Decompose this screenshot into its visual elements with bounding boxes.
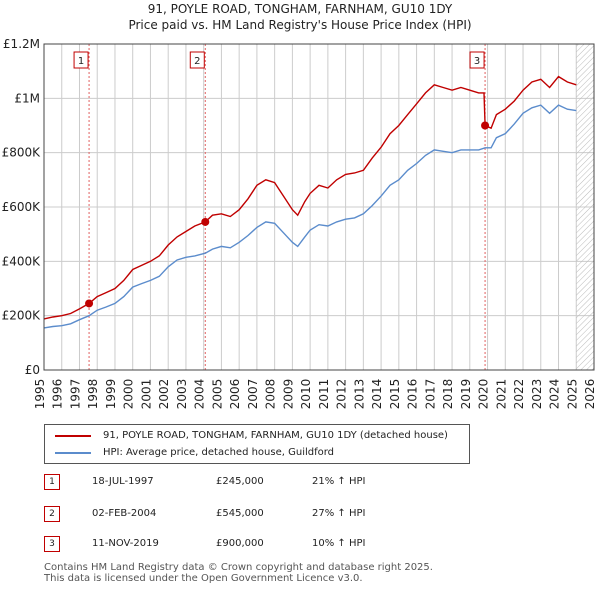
x-tick-label: 2015 bbox=[388, 379, 402, 410]
sale-hpi: 27% ↑ HPI bbox=[312, 508, 366, 519]
sale-date: 02-FEB-2004 bbox=[92, 508, 157, 519]
sale-date: 11-NOV-2019 bbox=[92, 538, 159, 549]
x-tick-label: 2017 bbox=[423, 379, 437, 410]
x-tick-label: 2001 bbox=[139, 379, 153, 410]
legend-item-property: 91, POYLE ROAD, TONGHAM, FARNHAM, GU10 1… bbox=[55, 430, 448, 441]
y-tick-label: £400K bbox=[2, 254, 42, 268]
table-row: 2 02-FEB-2004 £545,000 27% ↑ HPI bbox=[44, 506, 564, 524]
x-tick-label: 2021 bbox=[494, 379, 508, 410]
x-tick-label: 2016 bbox=[406, 379, 420, 410]
sale-label-text: 3 bbox=[474, 56, 480, 67]
chart-subtitle: Price paid vs. HM Land Registry's House … bbox=[128, 18, 472, 32]
x-tick-label: 2011 bbox=[317, 379, 331, 410]
x-tick-label: 1995 bbox=[33, 379, 47, 410]
sale-price: £245,000 bbox=[216, 476, 264, 487]
sale-badge: 1 bbox=[44, 474, 60, 490]
x-axis-ticks: 1995 1996 1997 1998 1999 2000 2001 2002 2003 2004… bbox=[33, 379, 597, 410]
sale-badge: 2 bbox=[44, 506, 60, 522]
x-tick-label: 2024 bbox=[548, 379, 562, 410]
x-tick-label: 2019 bbox=[459, 379, 473, 410]
sale-price: £545,000 bbox=[216, 508, 264, 519]
sale-hpi: 21% ↑ HPI bbox=[312, 476, 366, 487]
sale-label-box bbox=[469, 51, 485, 69]
future-hatch-area bbox=[576, 44, 594, 370]
x-tick-label: 2002 bbox=[157, 379, 171, 410]
y-tick-label: £0 bbox=[25, 363, 40, 377]
footer-line-1: Contains HM Land Registry data © Crown c… bbox=[44, 562, 433, 573]
footer-line-2: This data is licensed under the Open Gov… bbox=[44, 573, 363, 584]
hpi-line bbox=[43, 104, 577, 329]
legend-swatch-property bbox=[55, 434, 91, 437]
x-tick-label: 2013 bbox=[352, 379, 366, 410]
x-tick-label: 2003 bbox=[175, 379, 189, 410]
price-chart: 1 2 3 £0 £200K £400K £600K £800K £1M £1.2M 1995 1… bbox=[2, 37, 597, 410]
y-tick-label: £800K bbox=[2, 146, 42, 160]
chart-title: 91, POYLE ROAD, TONGHAM, FARNHAM, GU10 1… bbox=[147, 2, 453, 16]
x-tick-label: 2026 bbox=[583, 379, 597, 410]
sale-label-text: 2 bbox=[194, 56, 200, 67]
plot-frame bbox=[43, 43, 595, 371]
x-tick-label: 2004 bbox=[193, 379, 207, 410]
y-tick-label: £600K bbox=[2, 200, 42, 214]
x-tick-label: 2023 bbox=[530, 379, 544, 410]
future-hatch bbox=[576, 44, 594, 370]
x-tick-label: 2009 bbox=[281, 379, 295, 410]
x-tick-label: 2007 bbox=[246, 379, 260, 410]
x-tick-label: 1996 bbox=[51, 379, 65, 410]
x-tick-label: 2020 bbox=[477, 379, 491, 410]
y-tick-label: £1.2M bbox=[3, 37, 40, 51]
x-tick-label: 2014 bbox=[370, 379, 384, 410]
table-row: 3 11-NOV-2019 £900,000 10% ↑ HPI bbox=[44, 536, 564, 554]
legend-label-hpi: HPI: Average price, detached house, Guil… bbox=[103, 447, 335, 458]
sale-labels: 1 2 3 bbox=[73, 51, 485, 69]
sale-price: £900,000 bbox=[216, 538, 264, 549]
legend: 91, POYLE ROAD, TONGHAM, FARNHAM, GU10 1… bbox=[44, 424, 470, 464]
table-row: 1 18-JUL-1997 £245,000 21% ↑ HPI bbox=[44, 474, 564, 492]
legend-swatch-hpi bbox=[55, 451, 91, 454]
x-tick-label: 2000 bbox=[122, 379, 136, 410]
x-tick-label: 2008 bbox=[264, 379, 278, 410]
sale-label-text: 1 bbox=[78, 56, 84, 67]
x-tick-label: 1998 bbox=[86, 379, 100, 410]
sale-label-box bbox=[189, 51, 205, 69]
sale-point bbox=[201, 217, 210, 226]
x-tick-label: 2010 bbox=[299, 379, 313, 410]
legend-label-property: 91, POYLE ROAD, TONGHAM, FARNHAM, GU10 1… bbox=[103, 430, 448, 441]
sale-hpi: 10% ↑ HPI bbox=[312, 538, 366, 549]
x-tick-label: 2012 bbox=[335, 379, 349, 410]
sale-dots bbox=[85, 121, 490, 308]
sale-badge: 3 bbox=[44, 536, 60, 552]
y-tick-label: £200K bbox=[2, 309, 42, 323]
y-tick-label: £1M bbox=[14, 91, 40, 105]
x-tick-label: 1999 bbox=[104, 379, 118, 410]
sale-point bbox=[481, 121, 490, 130]
y-axis-ticks: £0 £200K £400K £600K £800K £1M £1.2M bbox=[2, 37, 42, 377]
x-tick-label: 2005 bbox=[210, 379, 224, 410]
footer-note: Contains HM Land Registry data © Crown c… bbox=[44, 562, 433, 584]
sale-date: 18-JUL-1997 bbox=[92, 476, 154, 487]
x-tick-label: 2022 bbox=[512, 379, 526, 410]
grid bbox=[43, 43, 595, 371]
x-tick-label: 2018 bbox=[441, 379, 455, 410]
sale-point bbox=[85, 299, 94, 308]
sale-label-box bbox=[73, 51, 89, 69]
x-tick-label: 1997 bbox=[68, 379, 82, 410]
legend-item-hpi: HPI: Average price, detached house, Guil… bbox=[55, 447, 334, 458]
x-tick-label: 2025 bbox=[565, 379, 579, 410]
x-tick-label: 2006 bbox=[228, 379, 242, 410]
